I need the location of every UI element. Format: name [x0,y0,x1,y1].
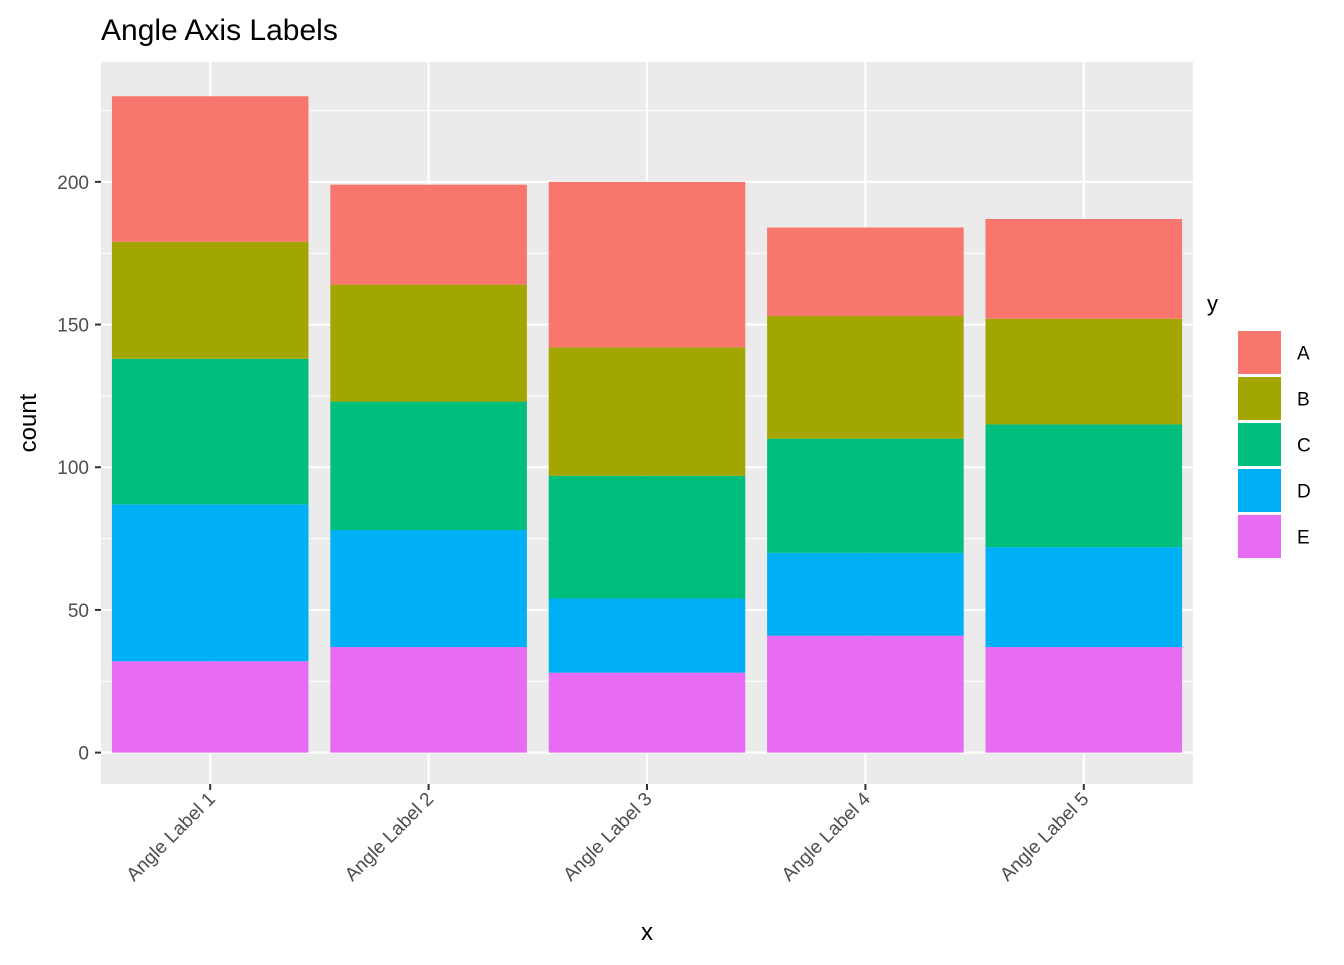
bar-segment-e [548,672,746,753]
legend-label-e: E [1297,528,1310,549]
bar-segment-b [548,347,746,476]
y-axis-title: count [15,393,42,452]
bar-segment-b [767,315,964,439]
x-axis-title: x [641,919,653,946]
bar-segment-c [548,475,746,599]
bar-segment-d [767,552,964,636]
y-tick-label: 200 [57,173,89,194]
x-tick-label: Angle Label 2 [341,789,438,886]
bar-segment-a [111,96,309,242]
legend-key-e [1238,515,1281,558]
legend-key-b [1238,377,1281,420]
y-tick-label: 100 [57,458,89,479]
chart-title: Angle Axis Labels [101,14,338,47]
bar-segment-e [985,647,1183,753]
bar-segment-b [111,241,309,359]
legend-key-a [1238,331,1281,374]
bar-segment-a [985,218,1183,319]
bar-segment-e [111,661,309,753]
legend: y A B C D E [1207,291,1311,558]
bar-segment-b [985,318,1183,425]
bar-segment-d [985,547,1183,648]
legend-label-d: D [1297,482,1311,503]
legend-label-b: B [1297,390,1310,411]
y-tick-label: 0 [78,744,89,765]
bar-segment-c [111,358,309,505]
bar-segment-d [330,530,527,648]
bar-segment-b [330,284,527,402]
legend-key-c [1238,423,1281,466]
bar-segment-e [767,635,964,753]
x-tick-label: Angle Label 3 [560,789,657,886]
bar-segment-e [330,647,527,753]
bar-segment-c [330,401,527,531]
x-tick-label: Angle Label 5 [996,789,1093,886]
x-tick-label: Angle Label 4 [778,788,875,885]
y-axis: 0 50 100 150 200 [57,173,101,765]
legend-label-a: A [1297,344,1310,365]
y-tick-label: 50 [68,601,89,622]
x-tick-label: Angle Label 1 [123,789,220,886]
y-tick-label: 150 [57,316,89,337]
bar-segment-a [548,181,746,348]
stacked-bars [111,96,1183,753]
bar-segment-c [985,424,1183,548]
legend-title: y [1207,291,1218,316]
bar-segment-d [548,598,746,673]
legend-label-c: C [1297,436,1311,457]
bar-segment-d [111,504,309,662]
x-axis: Angle Label 1 Angle Label 2 Angle Label 3 A… [123,784,1093,886]
bar-segment-a [330,184,527,285]
bar-segment-a [767,227,964,316]
bar-segment-c [767,438,964,553]
legend-key-d [1238,469,1281,512]
